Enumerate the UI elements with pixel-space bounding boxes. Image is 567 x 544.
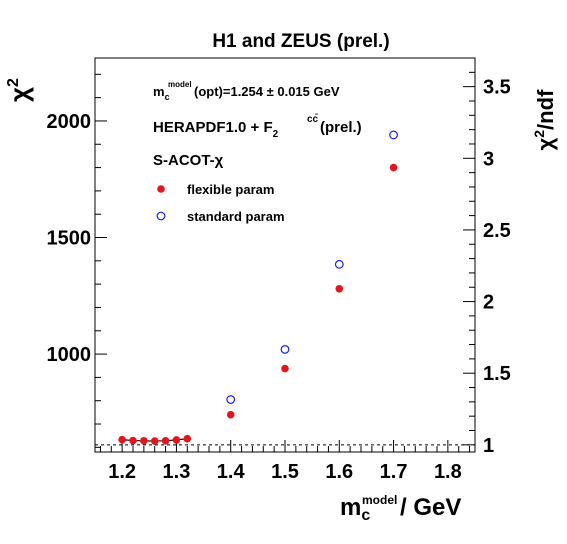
y-right-tick-label: 3.5 xyxy=(483,77,511,99)
mc-opt-sub: c xyxy=(165,92,170,102)
mc-opt-rest: (opt)=1.254 ± 0.015 GeV xyxy=(194,84,340,99)
y-left-label-main: χ xyxy=(4,87,34,102)
annotation-herapdf: HERAPDF1.0 + F2 xyxy=(153,119,279,140)
data-point-flexible xyxy=(335,285,344,293)
data-point-standard xyxy=(389,130,398,140)
x-tick-label: 1.8 xyxy=(434,461,462,483)
annotation-scheme: S-ACOT-χ xyxy=(153,152,224,169)
data-point-standard xyxy=(280,345,290,354)
y-right-tick-label: 1.5 xyxy=(483,363,511,385)
mc-opt-sup: model xyxy=(168,80,192,89)
y-right-label-suffix: /ndf xyxy=(533,89,558,130)
y-right-axis-ticks: 1 1.5 2 2.5 3 3.5 xyxy=(463,57,511,457)
y-right-tick-label: 3 xyxy=(483,148,494,170)
x-tick-label: 1.5 xyxy=(271,461,299,483)
x-axis-ticks: 1.2 1.3 1.4 1.5 1.6 1.7 1.8 xyxy=(99,440,471,483)
legend-label-standard: standard param xyxy=(187,209,285,224)
x-tick-label: 1.7 xyxy=(380,461,408,483)
y-left-axis-ticks: 1000 1500 2000 xyxy=(47,73,107,448)
herapdf-sub: 2 xyxy=(273,129,279,140)
data-point-flexible xyxy=(281,364,289,373)
herapdf-sup: cc̄ xyxy=(307,113,319,125)
x-tick-label: 1.4 xyxy=(217,461,246,483)
x-label-main: m xyxy=(340,494,361,521)
data-point-flexible xyxy=(129,436,137,445)
annotation-mc-opt: mc xyxy=(153,84,170,102)
mc-opt-m: m xyxy=(153,84,165,99)
legend-label-flexible: flexible param xyxy=(187,182,274,197)
x-label-sub: c xyxy=(361,507,370,524)
herapdf-rest: (prel.) xyxy=(320,119,362,136)
x-axis-label: mc xyxy=(340,494,370,524)
herapdf-text: HERAPDF1.0 + F xyxy=(153,119,273,136)
y-left-axis-label: χ2 xyxy=(4,78,34,102)
data-point-flexible xyxy=(161,437,170,445)
x-tick-label: 1.3 xyxy=(163,461,191,483)
data-point-flexible xyxy=(172,436,181,444)
y-left-tick-label: 1000 xyxy=(47,344,92,366)
legend: flexible param standard param xyxy=(156,182,285,224)
y-left-tick-label: 2000 xyxy=(47,111,92,133)
y-left-tick-label: 1500 xyxy=(47,228,92,250)
data-point-standard xyxy=(226,395,236,404)
legend-marker-flexible xyxy=(157,185,165,193)
data-point-standard xyxy=(334,259,344,269)
data-point-flexible xyxy=(389,163,398,172)
y-left-label-sup: 2 xyxy=(5,78,22,87)
data-point-flexible xyxy=(150,437,159,445)
y-right-label-main: χ xyxy=(533,137,558,150)
plot-frame xyxy=(94,57,476,453)
x-tick-label: 1.2 xyxy=(108,461,136,483)
x-label-sup: model xyxy=(362,493,397,507)
data-point-flexible xyxy=(226,410,235,419)
legend-marker-standard xyxy=(156,211,166,221)
y-right-tick-label: 2 xyxy=(483,292,494,314)
y-right-tick-label: 2.5 xyxy=(483,220,511,242)
data-point-flexible xyxy=(118,435,126,444)
series-layer xyxy=(118,130,398,445)
chart-title: H1 and ZEUS (prel.) xyxy=(212,31,389,52)
x-tick-label: 1.6 xyxy=(325,461,353,483)
y-right-label-sup: 2 xyxy=(531,130,547,138)
x-label-unit: / GeV xyxy=(400,494,461,521)
data-point-flexible xyxy=(140,437,148,445)
y-right-tick-label: 1 xyxy=(483,435,494,457)
data-point-flexible xyxy=(183,434,192,443)
y-right-axis-label: χ2/ndf xyxy=(531,89,558,150)
